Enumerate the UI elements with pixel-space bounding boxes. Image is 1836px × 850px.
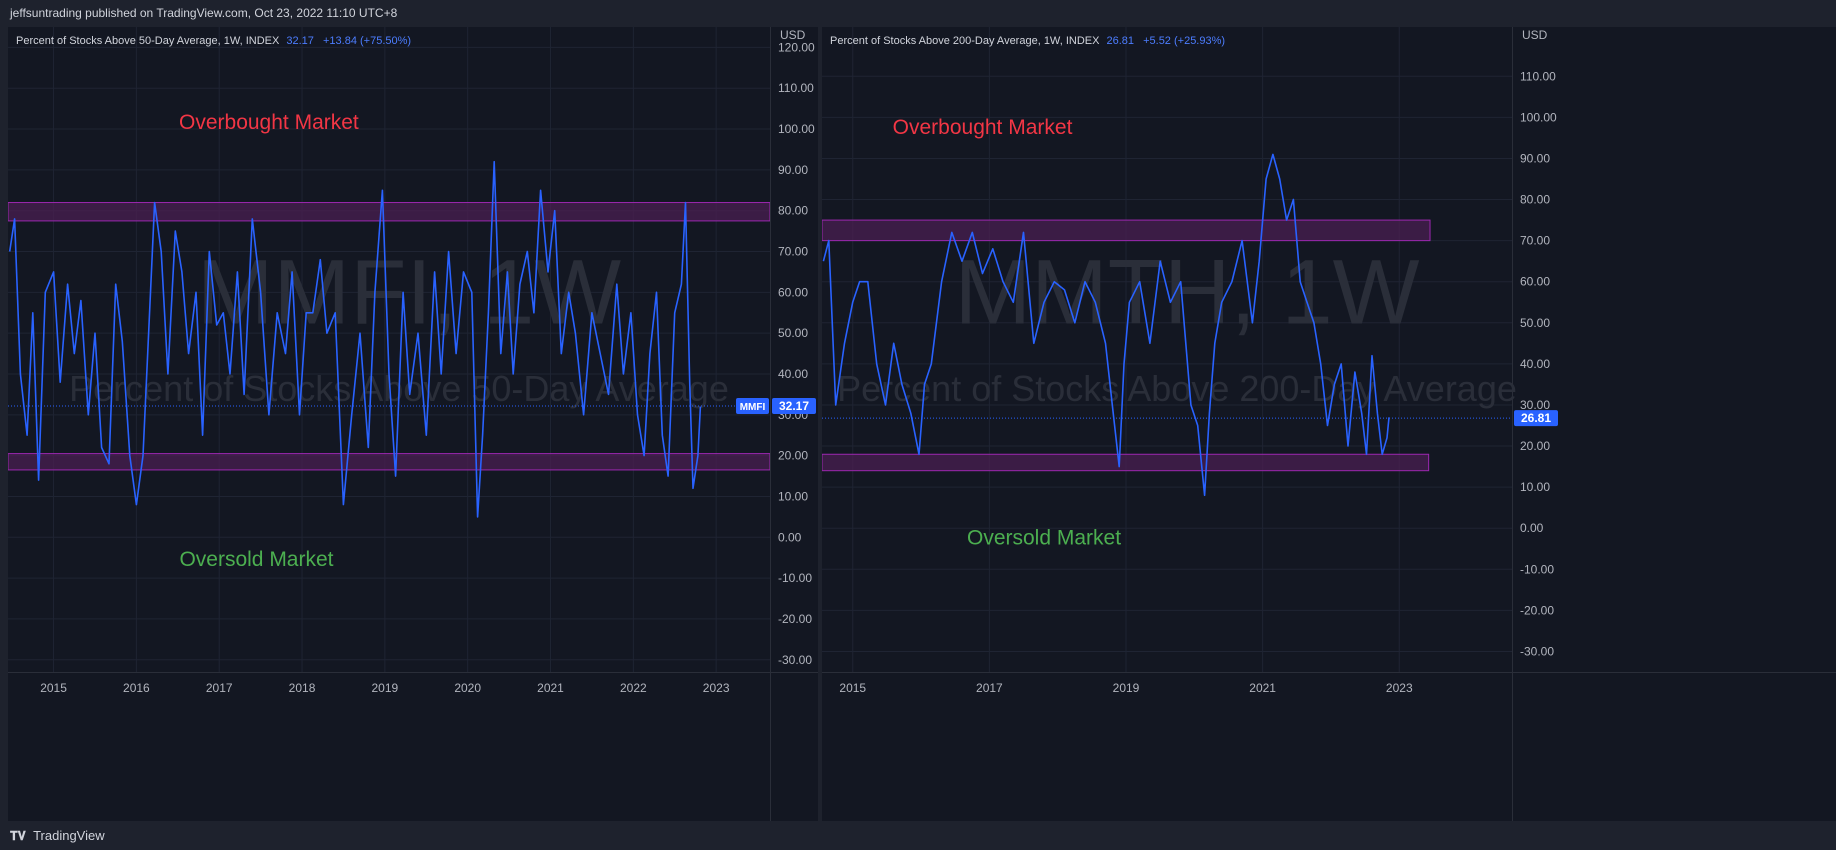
footer-brand[interactable]: TradingView: [33, 828, 105, 843]
series-line: [822, 153, 1390, 497]
x-tick-label: 2015: [40, 681, 67, 695]
footer: 𝐓𝐕 TradingView: [0, 822, 1836, 850]
x-tick-label: 2021: [537, 681, 564, 695]
watermark-symbol: MMTH, 1W: [954, 242, 1419, 344]
y-tick-label: 50.00: [778, 326, 808, 340]
chart-title: Percent of Stocks Above 200-Day Average,…: [830, 35, 1100, 47]
currency-label: USD: [1522, 28, 1548, 42]
symbol-tag: MMFI: [736, 397, 769, 414]
y-tick-label: -30.00: [1520, 644, 1554, 658]
y-tick-label: 80.00: [778, 204, 808, 218]
oversold-label: Oversold Market: [967, 527, 1121, 550]
overbought-label: Overbought Market: [179, 111, 359, 134]
symbol-tag-text: MMFI: [740, 402, 766, 413]
price-tag: 26.81: [1514, 410, 1558, 427]
y-tick-label: 10.00: [1520, 480, 1550, 494]
y-tick-label: 0.00: [1520, 521, 1544, 535]
x-tick-label: 2019: [1113, 681, 1140, 695]
x-tick-label: 2016: [123, 681, 150, 695]
chart-svg-mmth[interactable]: MMTH, 1W Percent of Stocks Above 200-Day …: [822, 27, 1836, 821]
overbought-label: Overbought Market: [893, 116, 1073, 139]
y-tick-label: -10.00: [1520, 562, 1554, 576]
x-tick-label: 2023: [1386, 681, 1413, 695]
x-tick-label: 2017: [206, 681, 233, 695]
y-tick-label: 110.00: [1520, 69, 1556, 83]
watermark-name: Percent of Stocks Above 200-Day Average: [837, 368, 1517, 409]
price-tag-text: 32.17: [779, 399, 809, 413]
zone-oversold: [8, 453, 771, 471]
publisher-header: jeffsuntrading published on TradingView.…: [10, 6, 398, 20]
y-tick-label: 50.00: [1520, 316, 1550, 330]
chart-panel-mmth[interactable]: MMTH, 1W Percent of Stocks Above 200-Day …: [822, 27, 1836, 821]
change-value: +13.84 (+75.50%): [322, 35, 412, 47]
price-tag-text: 26.81: [1521, 411, 1551, 425]
y-tick-label: 70.00: [778, 245, 808, 259]
y-tick-label: 40.00: [1520, 357, 1550, 371]
y-tick-label: 30.00: [1520, 398, 1550, 412]
oversold-label: Oversold Market: [179, 548, 333, 571]
y-tick-label: -30.00: [778, 653, 812, 667]
zone-overbought: [8, 202, 771, 222]
x-tick-label: 2019: [372, 681, 399, 695]
y-tick-label: 90.00: [1520, 151, 1550, 165]
chart-title: Percent of Stocks Above 50-Day Average, …: [16, 35, 280, 47]
price-tag: 32.17: [772, 397, 816, 414]
currency-label: USD: [780, 28, 806, 42]
chart-svg-mmfi[interactable]: MMFI, 1W Percent of Stocks Above 50-Day A…: [8, 27, 818, 821]
y-tick-label: 0.00: [778, 530, 802, 544]
zone-overbought: [822, 219, 1431, 242]
y-tick-label: -20.00: [778, 612, 812, 626]
chart-legend: Percent of Stocks Above 200-Day Average,…: [830, 35, 1225, 47]
y-tick-label: 60.00: [778, 285, 808, 299]
y-tick-label: 100.00: [778, 122, 815, 136]
last-value: 32.17: [286, 35, 314, 47]
x-tick-label: 2020: [454, 681, 481, 695]
y-tick-label: 80.00: [1520, 193, 1550, 207]
change-value: +5.52 (+25.93%): [1143, 35, 1226, 47]
y-tick-label: -10.00: [778, 571, 812, 585]
watermark-symbol: MMFI, 1W: [197, 242, 621, 344]
y-tick-label: -20.00: [1520, 603, 1554, 617]
y-tick-label: 40.00: [778, 367, 808, 381]
y-tick-label: 20.00: [778, 449, 808, 463]
x-tick-label: 2023: [703, 681, 730, 695]
x-tick-label: 2017: [976, 681, 1003, 695]
y-tick-label: 20.00: [1520, 439, 1550, 453]
symbol-tag-bg: [736, 397, 769, 414]
zone-oversold: [822, 453, 1430, 472]
price-tag-bg: [772, 397, 816, 414]
y-tick-label: 10.00: [778, 489, 808, 503]
y-tick-label: 100.00: [1520, 110, 1557, 124]
x-tick-label: 2018: [289, 681, 316, 695]
series-line: [8, 160, 702, 518]
y-tick-label: 70.00: [1520, 234, 1550, 248]
last-value: 26.81: [1106, 35, 1135, 47]
y-tick-label: 110.00: [778, 81, 814, 95]
y-tick-label: 90.00: [778, 163, 808, 177]
chart-panel-mmfi[interactable]: MMFI, 1W Percent of Stocks Above 50-Day A…: [8, 27, 818, 821]
y-tick-label: 120.00: [778, 40, 815, 54]
y-tick-label: 60.00: [1520, 275, 1550, 289]
price-tag-bg: [1514, 410, 1558, 427]
tradingview-logo-icon[interactable]: 𝐓𝐕: [10, 829, 26, 843]
x-tick-label: 2021: [1249, 681, 1276, 695]
x-tick-label: 2022: [620, 681, 647, 695]
chart-legend: Percent of Stocks Above 50-Day Average, …: [16, 35, 411, 47]
x-tick-label: 2015: [839, 681, 866, 695]
